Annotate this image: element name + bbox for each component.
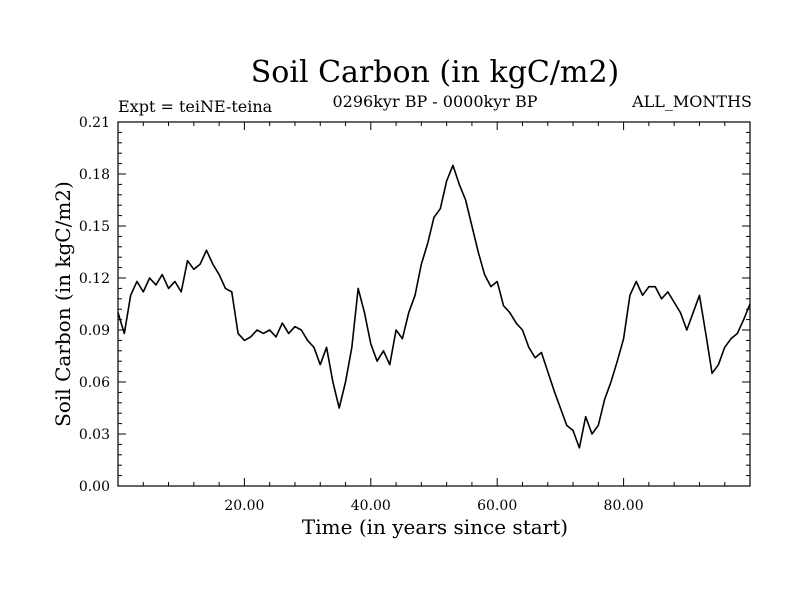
series-group (117, 164, 751, 449)
x-tick-label: 80.00 (604, 498, 644, 514)
y-tick-label: 0.18 (79, 167, 110, 183)
x-axis-label: Time (in years since start) (302, 515, 568, 539)
y-tick-label: 0.09 (79, 323, 110, 339)
series-line (117, 164, 751, 449)
y-tick-label: 0.21 (79, 115, 110, 131)
y-tick-label: 0.06 (79, 375, 110, 391)
y-axis-label: Soil Carbon (in kgC/m2) (51, 181, 75, 427)
y-tick-label: 0.15 (79, 219, 110, 235)
chart-subtitle-right: ALL_MONTHS (631, 92, 752, 111)
chart-title: Soil Carbon (in kgC/m2) (251, 55, 619, 90)
x-tick-label: 20.00 (224, 498, 264, 514)
y-tick-label: 0.00 (79, 479, 110, 495)
x-tick-label: 60.00 (477, 498, 517, 514)
y-tick-label: 0.12 (79, 271, 110, 287)
x-axis-ticks: 20.00 40.00 60.00 80.00 (142, 122, 726, 514)
y-axis-ticks: 0.00 0.03 0.06 0.09 0.12 0.15 0.18 0.21 (79, 115, 750, 495)
x-tick-label: 40.00 (351, 498, 391, 514)
chart-subtitle-left: Expt = teiNE-teina (118, 97, 273, 116)
y-tick-label: 0.03 (79, 427, 110, 443)
plot-frame (117, 121, 751, 487)
chart-subtitle-center: 0296kyr BP - 0000kyr BP (333, 92, 538, 111)
